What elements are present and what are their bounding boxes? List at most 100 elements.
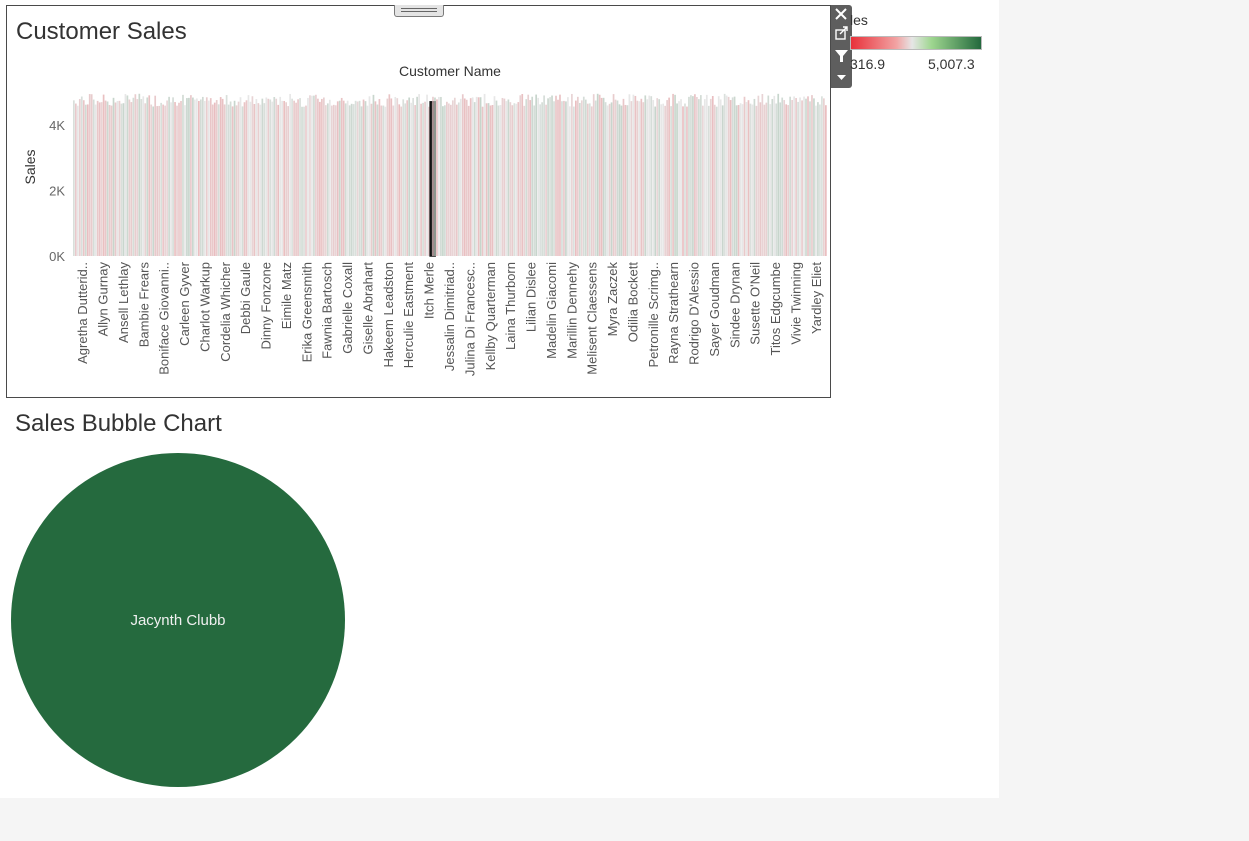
sales-bar[interactable] bbox=[455, 104, 458, 256]
sales-bar[interactable] bbox=[245, 100, 248, 256]
sales-bar[interactable] bbox=[769, 104, 772, 257]
sales-bar[interactable] bbox=[461, 94, 464, 257]
sales-bar[interactable] bbox=[86, 104, 89, 256]
popout-icon[interactable] bbox=[831, 24, 852, 44]
sales-bar[interactable] bbox=[781, 97, 784, 256]
sales-bar[interactable] bbox=[703, 99, 706, 257]
sales-bar[interactable] bbox=[636, 100, 639, 257]
sales-bar[interactable] bbox=[817, 102, 819, 256]
sales-bar[interactable] bbox=[336, 101, 339, 256]
sales-bar[interactable] bbox=[315, 94, 317, 257]
sales-bar[interactable] bbox=[696, 97, 698, 256]
sales-bar[interactable] bbox=[578, 102, 581, 257]
sales-bar[interactable] bbox=[126, 95, 129, 256]
sales-bar[interactable] bbox=[390, 98, 393, 256]
sales-bar[interactable] bbox=[199, 99, 202, 256]
sales-bar[interactable] bbox=[90, 94, 93, 256]
sales-bar[interactable] bbox=[632, 94, 635, 256]
sales-bar[interactable] bbox=[592, 94, 595, 256]
sales-bar[interactable] bbox=[594, 100, 597, 257]
sales-bar[interactable] bbox=[416, 96, 418, 256]
sales-bar[interactable] bbox=[753, 98, 756, 256]
sales-bar[interactable] bbox=[582, 96, 585, 256]
sales-bar[interactable] bbox=[73, 100, 75, 256]
sales-bar[interactable] bbox=[698, 99, 700, 256]
sales-bar[interactable] bbox=[350, 103, 353, 256]
sales-bar[interactable] bbox=[344, 103, 347, 256]
sales-bar[interactable] bbox=[475, 96, 478, 257]
sales-bar[interactable] bbox=[317, 98, 319, 257]
sales-bar[interactable] bbox=[446, 101, 448, 256]
sales-bar[interactable] bbox=[503, 98, 506, 257]
sales-bar[interactable] bbox=[207, 100, 210, 256]
sales-bar[interactable] bbox=[311, 95, 313, 256]
sales-bar[interactable] bbox=[479, 97, 482, 257]
sales-bar[interactable] bbox=[330, 105, 333, 256]
sales-bar[interactable] bbox=[338, 100, 341, 256]
sales-bar[interactable] bbox=[412, 98, 414, 257]
sales-bar[interactable] bbox=[269, 99, 272, 257]
sales-bar[interactable] bbox=[497, 105, 500, 256]
sales-bar[interactable] bbox=[112, 97, 115, 256]
sales-bar[interactable] bbox=[94, 104, 97, 257]
sales-bar[interactable] bbox=[348, 105, 351, 256]
sales-bar[interactable] bbox=[575, 100, 577, 256]
sales-bar[interactable] bbox=[483, 93, 486, 256]
close-icon[interactable] bbox=[831, 5, 852, 25]
sales-bar[interactable] bbox=[295, 102, 297, 257]
sales-bar[interactable] bbox=[299, 98, 301, 256]
sales-bar[interactable] bbox=[372, 94, 375, 257]
sales-bar[interactable] bbox=[251, 96, 254, 256]
sales-bar[interactable] bbox=[743, 96, 746, 256]
sales-bar[interactable] bbox=[237, 101, 240, 256]
sales-bar[interactable] bbox=[467, 105, 470, 256]
sales-bar[interactable] bbox=[440, 96, 442, 257]
sales-bar[interactable] bbox=[630, 101, 633, 257]
sales-bar[interactable] bbox=[219, 97, 222, 256]
sales-bar[interactable] bbox=[723, 93, 726, 256]
sales-bar[interactable] bbox=[664, 105, 666, 256]
sales-bar[interactable] bbox=[291, 98, 293, 256]
sales-bar[interactable] bbox=[499, 105, 502, 256]
sales-bar[interactable] bbox=[233, 100, 236, 257]
sales-bar[interactable] bbox=[644, 95, 647, 256]
sales-bar[interactable] bbox=[773, 95, 776, 256]
sales-bar[interactable] bbox=[493, 96, 496, 256]
sales-bar[interactable] bbox=[777, 93, 780, 256]
sales-bar[interactable] bbox=[672, 93, 674, 256]
drag-handle[interactable] bbox=[394, 5, 444, 17]
sales-bar[interactable] bbox=[402, 99, 405, 256]
sales-bar[interactable] bbox=[463, 98, 466, 257]
sales-bar[interactable] bbox=[100, 102, 103, 257]
sales-bar[interactable] bbox=[513, 103, 516, 257]
sales-bar[interactable] bbox=[342, 100, 345, 256]
sales-bar[interactable] bbox=[275, 98, 278, 256]
sales-bar[interactable] bbox=[422, 102, 424, 256]
sales-bar[interactable] bbox=[217, 104, 220, 256]
sales-bar[interactable] bbox=[666, 100, 668, 256]
sales-bar[interactable] bbox=[136, 99, 139, 256]
sales-bar[interactable] bbox=[229, 101, 232, 257]
sales-bar[interactable] bbox=[102, 94, 105, 256]
sales-bar[interactable] bbox=[700, 95, 702, 256]
sales-bar[interactable] bbox=[580, 100, 583, 256]
sales-bar[interactable] bbox=[404, 103, 407, 257]
sales-bar[interactable] bbox=[376, 104, 379, 256]
sales-bar[interactable] bbox=[194, 99, 196, 256]
sales-bar[interactable] bbox=[471, 97, 474, 257]
sales-bar[interactable] bbox=[624, 104, 627, 257]
sales-bar[interactable] bbox=[82, 100, 85, 256]
sales-bar[interactable] bbox=[176, 105, 178, 256]
sales-bar[interactable] bbox=[326, 103, 329, 256]
sales-bar[interactable] bbox=[334, 105, 337, 256]
sales-bar[interactable] bbox=[525, 99, 528, 256]
more-options-icon[interactable] bbox=[831, 67, 852, 87]
sales-bar[interactable] bbox=[305, 105, 307, 256]
sales-bar[interactable] bbox=[821, 96, 823, 256]
sales-bar[interactable] bbox=[205, 97, 208, 256]
sales-bar[interactable] bbox=[807, 96, 809, 256]
sales-bar[interactable] bbox=[783, 100, 786, 256]
sales-bar[interactable] bbox=[140, 99, 143, 256]
sales-bar[interactable] bbox=[747, 100, 750, 256]
sales-bar[interactable] bbox=[414, 105, 416, 256]
